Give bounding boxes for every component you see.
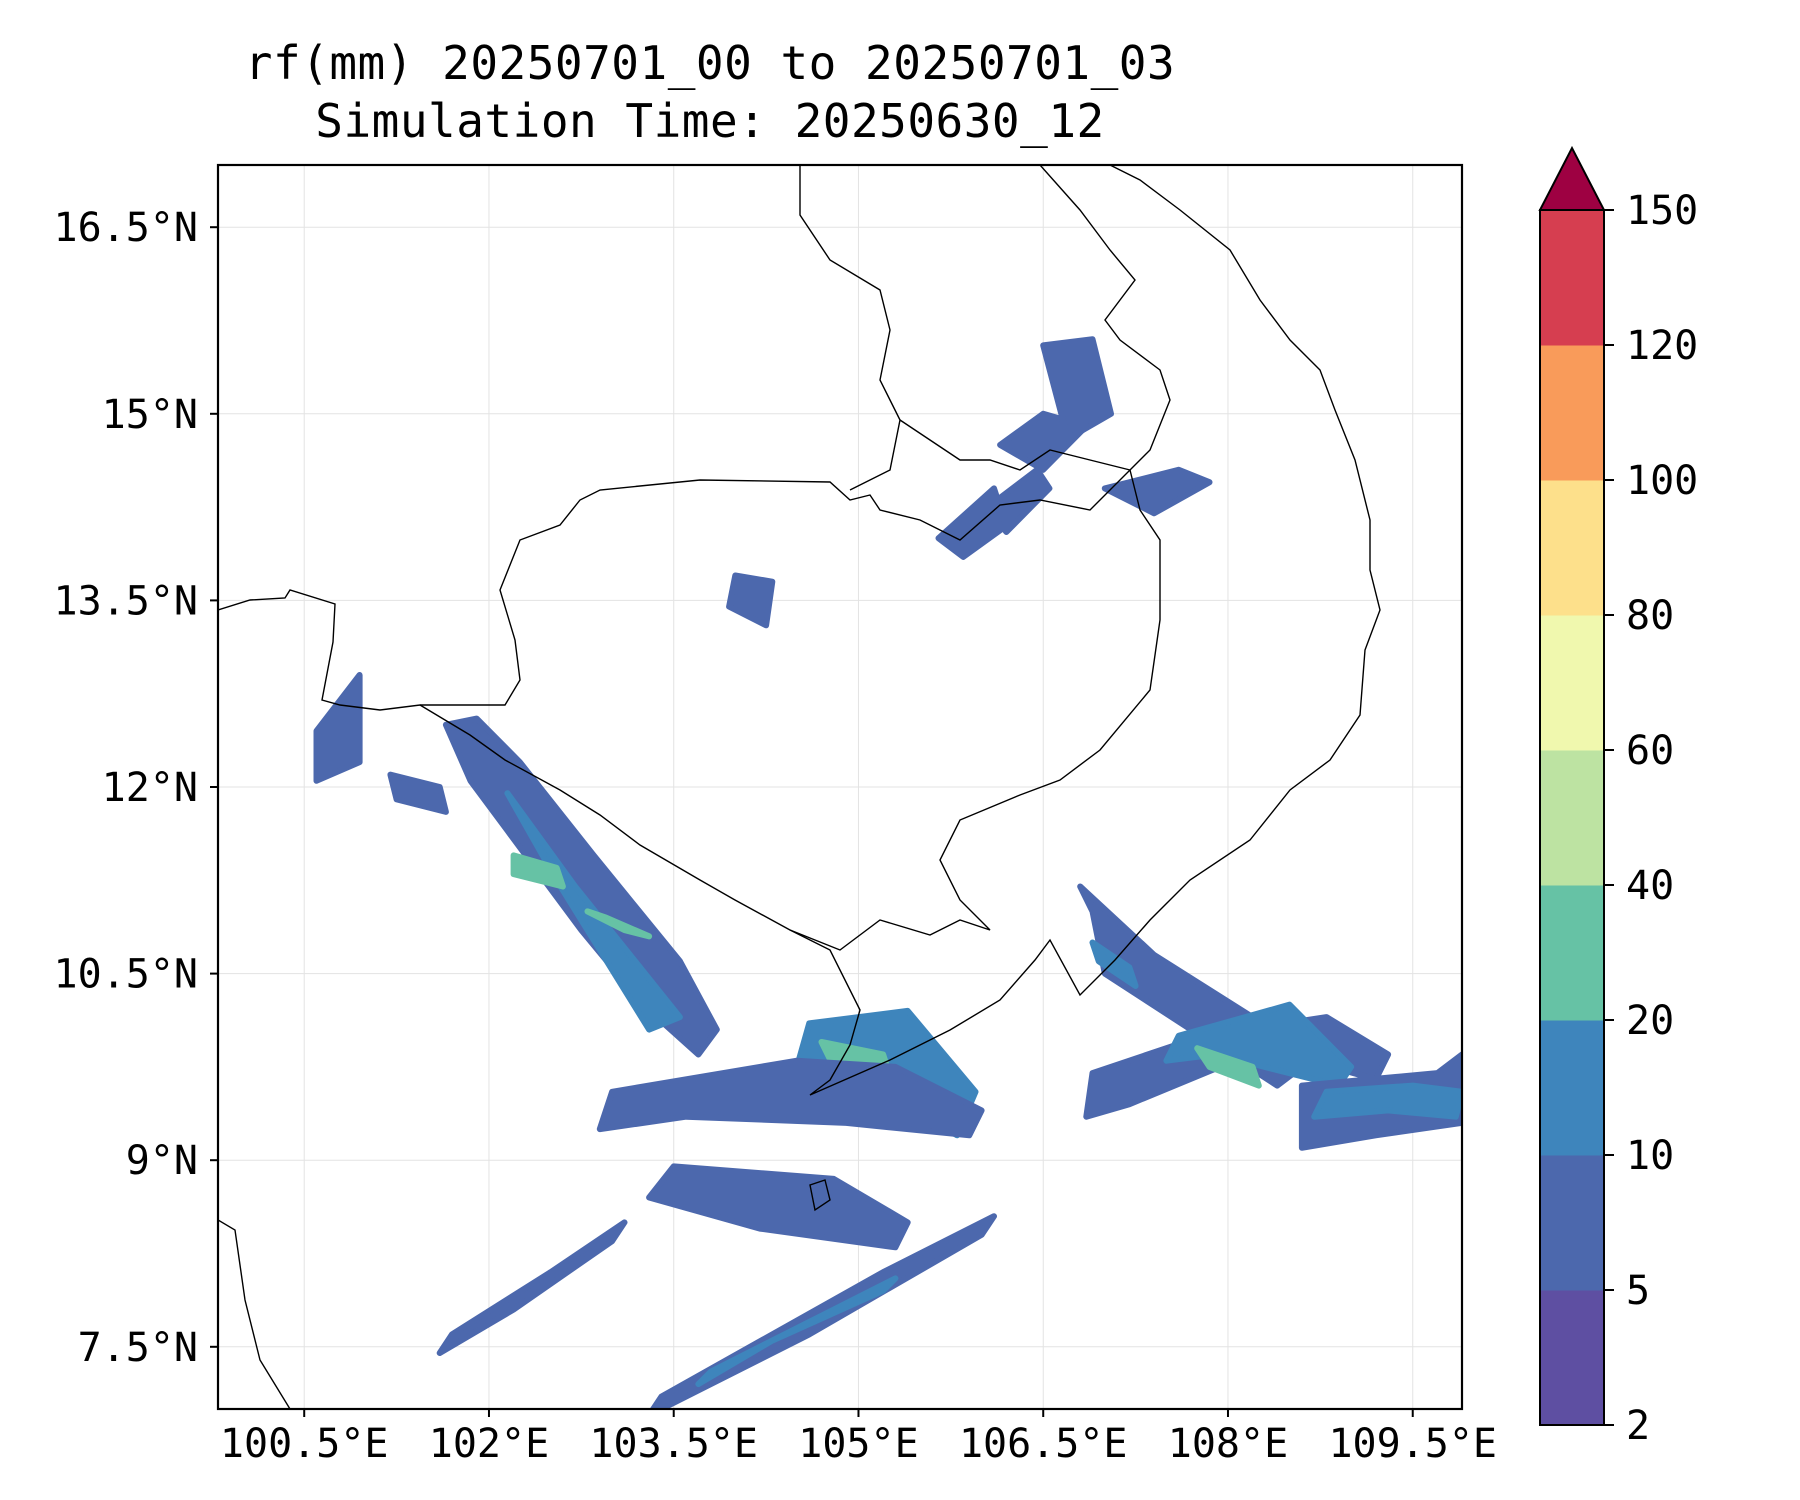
y-tick-label: 10.5°N <box>54 952 199 998</box>
rain-cell <box>1101 466 1213 517</box>
colorbar-bin <box>1540 885 1604 1021</box>
x-tick-label: 105°E <box>798 1421 918 1467</box>
colorbar-bin <box>1540 210 1604 346</box>
x-axis: 100.5°E 102°E 103.5°E 105°E 106.5°E 108°E 109.… <box>220 1409 1497 1467</box>
x-tick-label: 100.5°E <box>220 1421 389 1467</box>
chart-title: rf(mm) 20250701_00 to 20250701_03 <box>244 36 1176 90</box>
colorbar-tick-label: 150 <box>1626 188 1698 234</box>
y-tick-label: 9°N <box>126 1138 198 1184</box>
rainfall-field <box>313 336 1462 1409</box>
y-tick-label: 15°N <box>102 392 198 438</box>
rain-cell <box>436 1219 628 1356</box>
colorbar-bins <box>1540 210 1604 1426</box>
colorbar-bin <box>1540 480 1604 616</box>
colorbar-bin <box>1540 1290 1604 1426</box>
coastline-gulf-of-thailand <box>218 165 1381 1096</box>
colorbar-tick-label: 80 <box>1626 593 1674 639</box>
colorbar-tick-label: 100 <box>1626 458 1698 504</box>
y-tick-label: 13.5°N <box>54 578 199 624</box>
rain-cell <box>313 672 363 784</box>
colorbar-tick-label: 60 <box>1626 728 1674 774</box>
border-laos-vietnam <box>1039 165 1171 471</box>
colorbar-frame <box>1539 209 1605 1426</box>
y-axis: 16.5°N 15°N 13.5°N 12°N 10.5°N 9°N 7.5°N <box>54 205 218 1371</box>
rain-cell <box>695 1275 899 1388</box>
x-tick-label: 106.5°E <box>959 1421 1128 1467</box>
colorbar-extend-triangle <box>1538 145 1606 211</box>
colorbar-tick-label: 2 <box>1626 1403 1650 1449</box>
colorbar-bin <box>1540 1155 1604 1291</box>
x-tick-label: 102°E <box>429 1421 549 1467</box>
rain-cell <box>726 572 776 629</box>
rain-cell <box>387 771 449 815</box>
border-laos-cambodia <box>899 419 1131 471</box>
colorbar-ticks: 2 5 10 20 40 60 80 100 120 150 <box>1604 188 1698 1449</box>
coastlines-borders <box>218 165 1381 1409</box>
y-tick-label: 7.5°N <box>78 1325 198 1371</box>
colorbar-tick-label: 120 <box>1626 323 1698 369</box>
rain-cell <box>1089 939 1139 989</box>
coastline-malay-peninsula <box>218 1219 291 1409</box>
rain-cell <box>584 908 653 940</box>
border-cambodia-vietnam <box>789 469 1161 951</box>
rain-cell <box>596 1057 985 1139</box>
colorbar-bin <box>1540 1020 1604 1156</box>
colorbar-tick-label: 40 <box>1626 863 1674 909</box>
y-tick-label: 12°N <box>102 765 198 811</box>
island-phu-quoc <box>809 1179 831 1212</box>
border-laos-thailand <box>799 165 901 491</box>
colorbar-bin <box>1540 750 1604 886</box>
rain-cell <box>1311 1082 1462 1120</box>
rain-cell <box>646 1163 911 1251</box>
colorbar-tick-label: 20 <box>1626 998 1674 1044</box>
rain-cell <box>1194 1045 1262 1089</box>
colorbar-tick-label: 5 <box>1626 1268 1650 1314</box>
colorbar: 2 5 10 20 40 60 80 100 120 150 <box>1538 145 1698 1449</box>
colorbar-bin <box>1540 615 1604 751</box>
colorbar-bin <box>1540 345 1604 481</box>
rain-cell <box>1040 336 1114 442</box>
rain-cell <box>510 852 566 890</box>
colorbar-tick-label: 10 <box>1626 1133 1674 1179</box>
x-tick-label: 103.5°E <box>589 1421 758 1467</box>
border-thailand-cambodia <box>420 469 1131 706</box>
y-tick-label: 16.5°N <box>54 205 199 251</box>
chart-subtitle: Simulation Time: 20250630_12 <box>315 94 1105 148</box>
x-tick-label: 108°E <box>1168 1421 1288 1467</box>
x-tick-label: 109.5°E <box>1328 1421 1497 1467</box>
rain-cell <box>935 485 1010 560</box>
